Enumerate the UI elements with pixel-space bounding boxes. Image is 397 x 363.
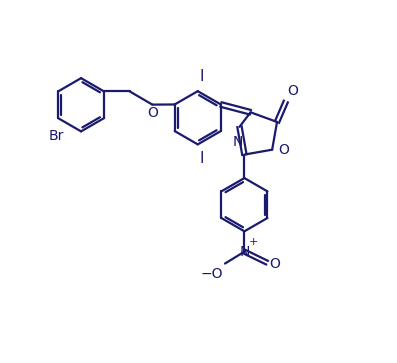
Text: +: +	[249, 237, 258, 247]
Text: −O: −O	[201, 267, 224, 281]
Text: O: O	[287, 84, 298, 98]
Text: Br: Br	[49, 129, 64, 143]
Text: O: O	[147, 106, 158, 120]
Text: N: N	[233, 135, 243, 149]
Text: I: I	[199, 69, 204, 84]
Text: I: I	[199, 151, 204, 166]
Text: N: N	[239, 245, 250, 259]
Text: O: O	[278, 143, 289, 157]
Text: O: O	[270, 257, 280, 271]
